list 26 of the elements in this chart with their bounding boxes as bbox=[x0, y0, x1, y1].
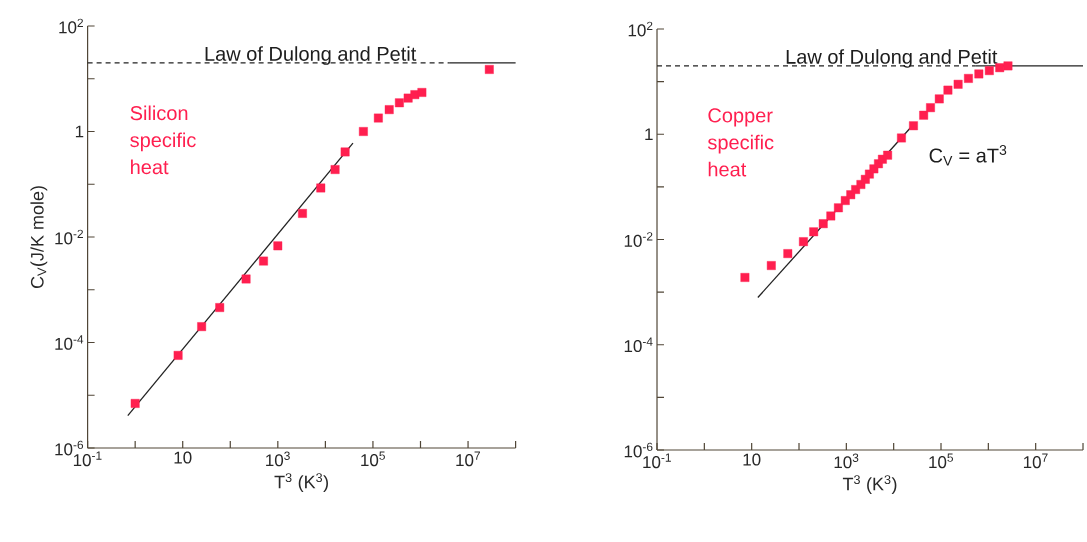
annotation: C$_{V}$ = aT$^{3}$ bbox=[929, 145, 1007, 166]
annotation: Law of Dulong and Petit bbox=[786, 49, 998, 68]
text: Copper specific heat bbox=[707, 108, 774, 177]
x-tick-label: 10$^{-1}$ bbox=[73, 451, 102, 467]
x-axis-title: T$^{3}$ (K$^{3}$) bbox=[274, 473, 328, 492]
x-tick-label: 10$^{3}$ bbox=[266, 451, 290, 467]
y-tick-label: 10$^{2}$ bbox=[59, 18, 83, 34]
x-tick-label: 10$^{-1}$ bbox=[643, 453, 671, 469]
y-axis-title: C$_{V}$(J/K mole) bbox=[30, 186, 48, 289]
x-tick-label: 10$^{5}$ bbox=[929, 453, 954, 469]
x-tick-label: 10$^{3}$ bbox=[834, 453, 859, 469]
x-tick-label: 10$^{7}$ bbox=[456, 451, 480, 467]
y-tick-label: 10$^{2}$ bbox=[628, 21, 653, 37]
x-tick-label: 10 bbox=[743, 453, 761, 466]
x-tick-label: 10$^{7}$ bbox=[1023, 453, 1048, 469]
x-tick-label: 10 bbox=[174, 451, 192, 464]
y-tick-label: 1 bbox=[75, 125, 84, 138]
x-axis-title: T$^{3}$ (K$^{3}$) bbox=[842, 475, 897, 494]
y-tick-label: 10$^{-2}$ bbox=[624, 232, 653, 247]
y-tick-label: 10$^{-4}$ bbox=[55, 335, 84, 350]
y-tick-label: 10$^{-2}$ bbox=[55, 229, 83, 245]
y-tick-label: 1 bbox=[645, 128, 653, 141]
annotation: Law of Dulong and Petit bbox=[205, 46, 417, 65]
y-tick-label: 10$^{-4}$ bbox=[624, 337, 653, 353]
x-tick-label: 10$^{5}$ bbox=[361, 451, 385, 467]
text: Silicon specific heat bbox=[130, 105, 196, 175]
